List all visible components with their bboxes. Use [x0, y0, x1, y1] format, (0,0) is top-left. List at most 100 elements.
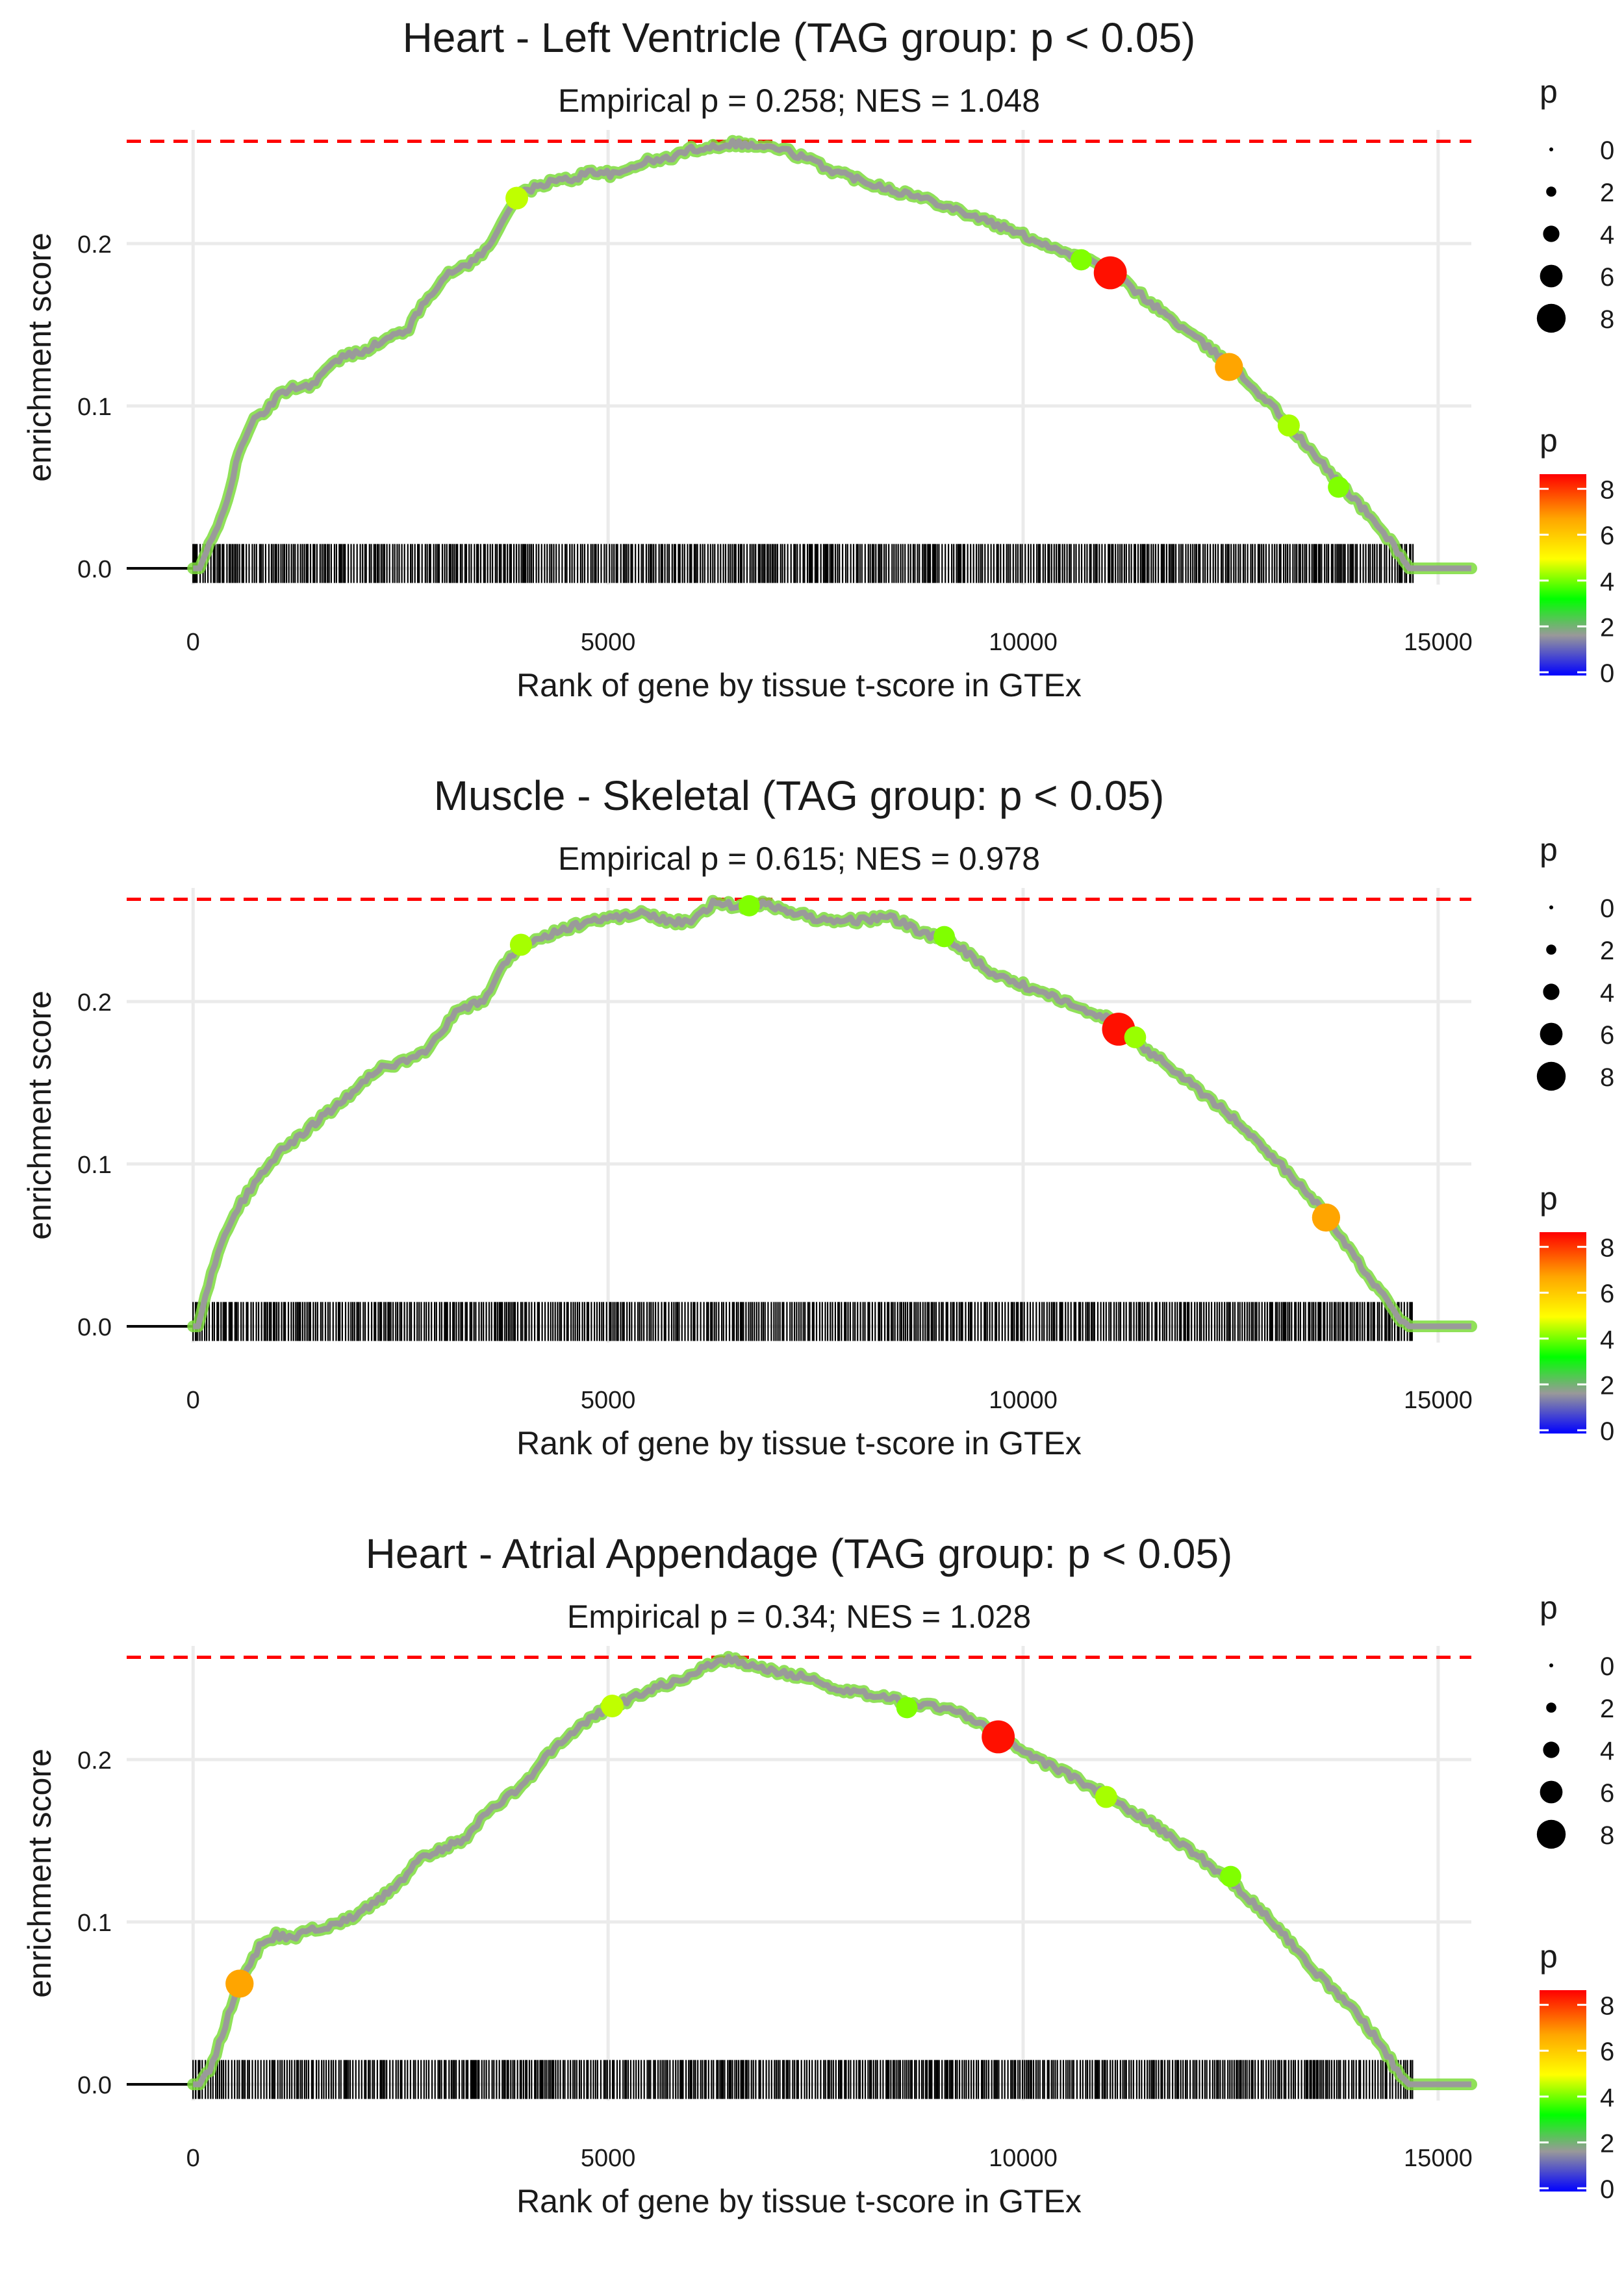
size-legend-dot — [1536, 1819, 1566, 1849]
es-point — [1220, 1865, 1241, 1888]
color-legend-bar — [1540, 1232, 1586, 1434]
es-curve-highlight — [187, 134, 1477, 574]
x-tick-label: 0 — [186, 2145, 200, 2172]
size-legend-dot — [1546, 1702, 1556, 1713]
size-legend-dot — [1546, 186, 1556, 197]
es-point — [601, 1695, 624, 1717]
y-tick-label: 0.1 — [77, 394, 112, 421]
es-point — [1215, 353, 1243, 381]
size-legend-dot — [1549, 147, 1553, 151]
x-axis-label: Rank of gene by tissue t-score in GTEx — [516, 667, 1082, 703]
size-legend-dot — [1543, 225, 1560, 242]
size-legend-dot — [1543, 983, 1560, 1000]
size-legend-label: 0 — [1600, 894, 1614, 923]
es-point — [1093, 256, 1127, 290]
size-legend-label: 2 — [1600, 937, 1614, 965]
es-curve — [193, 138, 1471, 572]
chart-title: Muscle - Skeletal (TAG group: p < 0.05) — [434, 772, 1165, 819]
es-curve — [193, 1654, 1471, 2088]
chart-svg: Muscle - Skeletal (TAG group: p < 0.05) E… — [21, 772, 1614, 1461]
y-axis-label: enrichment score — [21, 233, 58, 482]
color-legend-label: 6 — [1600, 2038, 1614, 2066]
size-legend-dot — [1536, 1061, 1566, 1091]
x-tick-label: 15000 — [1404, 2145, 1473, 2172]
size-legend-dot — [1549, 1663, 1553, 1667]
x-tick-label: 5000 — [581, 629, 636, 656]
size-legend-label: 4 — [1600, 979, 1614, 1007]
size-legend-label: 0 — [1600, 1652, 1614, 1681]
size-legend-label: 6 — [1600, 1779, 1614, 1808]
x-tick-label: 10000 — [989, 629, 1058, 656]
size-legend-dot — [1549, 905, 1553, 909]
y-tick-label: 0.1 — [77, 1152, 112, 1179]
chart-subtitle: Empirical p = 0.615; NES = 0.978 — [558, 840, 1040, 877]
size-legend-label: 0 — [1600, 136, 1614, 165]
x-axis-label: Rank of gene by tissue t-score in GTEx — [516, 1425, 1082, 1461]
y-tick-label: 0.2 — [77, 989, 112, 1017]
chart-title: Heart - Left Ventricle (TAG group: p < 0… — [403, 14, 1196, 61]
x-tick-label: 5000 — [581, 1387, 636, 1414]
color-legend-bar — [1540, 474, 1586, 676]
color-legend-label: 2 — [1600, 1371, 1614, 1400]
color-legend-label: 8 — [1600, 1234, 1614, 1263]
x-tick-label: 15000 — [1404, 1387, 1473, 1414]
color-legend-bar — [1540, 1990, 1586, 2192]
size-legend-label: 8 — [1600, 1821, 1614, 1850]
size-legend-label: 6 — [1600, 263, 1614, 292]
y-tick-label: 0.1 — [77, 1910, 112, 1937]
color-legend-label: 2 — [1600, 2129, 1614, 2158]
y-tick-label: 0.0 — [77, 1314, 112, 1341]
size-legend-label: 6 — [1600, 1021, 1614, 1050]
color-legend-label: 8 — [1600, 476, 1614, 505]
chart-panel-heart-atrial-appendage: Heart - Atrial Appendage (TAG group: p <… — [0, 1516, 1624, 2274]
y-tick-label: 0.2 — [77, 1747, 112, 1775]
color-legend-label: 4 — [1600, 1326, 1614, 1354]
gene-rug — [192, 2060, 1414, 2099]
y-axis-label: enrichment score — [21, 1749, 58, 1998]
chart-panel-muscle-skeletal: Muscle - Skeletal (TAG group: p < 0.05) E… — [0, 758, 1624, 1516]
x-tick-label: 0 — [186, 629, 200, 656]
color-legend-label: 4 — [1600, 568, 1614, 596]
size-legend-dot — [1540, 1022, 1563, 1046]
size-legend-label: 2 — [1600, 179, 1614, 207]
color-legend-label: 0 — [1600, 1417, 1614, 1446]
chart-title: Heart - Atrial Appendage (TAG group: p <… — [366, 1530, 1233, 1577]
es-point — [225, 1969, 254, 1998]
es-point — [505, 186, 529, 210]
size-legend-dot — [1536, 303, 1566, 333]
color-legend-label: 6 — [1600, 522, 1614, 550]
y-tick-label: 0.0 — [77, 556, 112, 583]
y-tick-label: 0.0 — [77, 2072, 112, 2099]
chart-panel-heart-left-ventricle: Heart - Left Ventricle (TAG group: p < 0… — [0, 0, 1624, 758]
chart-subtitle: Empirical p = 0.34; NES = 1.028 — [567, 1598, 1031, 1635]
color-legend-title: p — [1540, 1180, 1558, 1217]
es-point — [982, 1720, 1015, 1754]
es-point — [1312, 1203, 1341, 1232]
es-point — [1328, 476, 1349, 498]
x-tick-label: 5000 — [581, 2145, 636, 2172]
color-legend-title: p — [1540, 1938, 1558, 1975]
color-legend-label: 0 — [1600, 659, 1614, 688]
color-legend-label: 6 — [1600, 1280, 1614, 1308]
size-legend-dot — [1543, 1741, 1560, 1758]
gene-rug — [192, 1302, 1413, 1341]
x-tick-label: 10000 — [989, 1387, 1058, 1414]
es-point — [896, 1697, 918, 1719]
color-legend-label: 0 — [1600, 2175, 1614, 2204]
es-point — [738, 895, 760, 916]
size-legend-dot — [1546, 944, 1556, 955]
es-point — [1071, 249, 1092, 271]
es-point — [933, 926, 956, 948]
size-legend-dot — [1540, 1780, 1563, 1804]
size-legend-label: 2 — [1600, 1695, 1614, 1723]
size-legend-title: p — [1540, 831, 1558, 868]
chart-subtitle: Empirical p = 0.258; NES = 1.048 — [558, 82, 1040, 119]
chart-svg: Heart - Left Ventricle (TAG group: p < 0… — [21, 14, 1614, 703]
size-legend-label: 8 — [1600, 1063, 1614, 1092]
size-legend-label: 8 — [1600, 305, 1614, 334]
y-tick-label: 0.2 — [77, 231, 112, 259]
chart-svg: Heart - Atrial Appendage (TAG group: p <… — [21, 1530, 1614, 2219]
es-curve — [192, 898, 1471, 1330]
es-curve-highlight — [187, 1650, 1477, 2090]
color-legend-title: p — [1540, 422, 1558, 459]
